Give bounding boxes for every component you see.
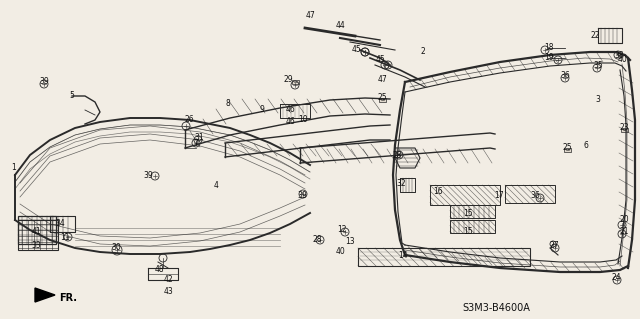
Text: 39: 39 bbox=[39, 77, 49, 85]
Text: 32: 32 bbox=[396, 179, 406, 188]
Text: 33: 33 bbox=[31, 241, 41, 250]
Text: 11: 11 bbox=[60, 233, 70, 241]
Text: 42: 42 bbox=[163, 276, 173, 285]
Text: 31: 31 bbox=[194, 133, 204, 143]
Text: 19: 19 bbox=[544, 54, 554, 63]
Text: FR.: FR. bbox=[59, 293, 77, 303]
Text: 38: 38 bbox=[614, 50, 624, 60]
Text: 21: 21 bbox=[620, 226, 628, 235]
Bar bbox=[450, 220, 495, 233]
Text: 2: 2 bbox=[420, 48, 426, 56]
Text: 15: 15 bbox=[463, 227, 473, 236]
Text: 25: 25 bbox=[562, 144, 572, 152]
Text: 17: 17 bbox=[494, 191, 504, 201]
Text: 39: 39 bbox=[143, 170, 153, 180]
Text: 48: 48 bbox=[154, 265, 164, 275]
Text: 26: 26 bbox=[184, 115, 194, 124]
Text: 29: 29 bbox=[283, 76, 293, 85]
Bar bbox=[291, 80, 298, 84]
Text: 14: 14 bbox=[398, 250, 408, 259]
Text: 24: 24 bbox=[611, 273, 621, 283]
Text: S3M3-B4600A: S3M3-B4600A bbox=[462, 303, 530, 313]
Text: 28: 28 bbox=[312, 235, 322, 244]
Text: 41: 41 bbox=[31, 227, 41, 236]
Text: 6: 6 bbox=[584, 142, 588, 151]
Text: 36: 36 bbox=[560, 70, 570, 79]
Text: 12: 12 bbox=[337, 225, 347, 234]
Text: 47: 47 bbox=[306, 11, 316, 19]
Text: 46: 46 bbox=[285, 106, 295, 115]
Text: 45: 45 bbox=[375, 56, 385, 64]
Text: 35: 35 bbox=[593, 61, 603, 70]
Text: 22: 22 bbox=[590, 31, 600, 40]
Text: 20: 20 bbox=[619, 216, 629, 225]
Bar bbox=[18, 216, 56, 244]
Text: 25: 25 bbox=[377, 93, 387, 102]
Text: 10: 10 bbox=[298, 115, 308, 123]
Text: 4: 4 bbox=[214, 181, 218, 189]
Text: 8: 8 bbox=[226, 99, 230, 108]
Text: 46: 46 bbox=[285, 116, 295, 125]
Text: 36: 36 bbox=[530, 190, 540, 199]
Text: 47: 47 bbox=[377, 76, 387, 85]
Text: 30: 30 bbox=[111, 242, 121, 251]
Text: 44: 44 bbox=[335, 20, 345, 29]
Bar bbox=[430, 185, 500, 205]
Polygon shape bbox=[35, 288, 55, 302]
Text: 40: 40 bbox=[335, 247, 345, 256]
Bar bbox=[621, 128, 627, 132]
Text: 39: 39 bbox=[297, 191, 307, 201]
Text: 34: 34 bbox=[55, 219, 65, 228]
Bar bbox=[563, 148, 570, 152]
Bar bbox=[378, 98, 385, 102]
Text: 40: 40 bbox=[617, 56, 627, 64]
Text: 23: 23 bbox=[619, 123, 629, 132]
Text: 3: 3 bbox=[596, 95, 600, 105]
Bar bbox=[358, 248, 530, 266]
Text: 7: 7 bbox=[193, 138, 198, 147]
Text: 15: 15 bbox=[463, 209, 473, 218]
Bar bbox=[450, 205, 495, 218]
Text: 45: 45 bbox=[351, 46, 361, 55]
Text: 28: 28 bbox=[392, 151, 402, 160]
Bar bbox=[18, 220, 58, 250]
Text: 9: 9 bbox=[260, 106, 264, 115]
Text: 13: 13 bbox=[345, 238, 355, 247]
Text: 16: 16 bbox=[433, 188, 443, 197]
Text: 5: 5 bbox=[70, 91, 74, 100]
Text: 1: 1 bbox=[12, 164, 17, 173]
Text: 27: 27 bbox=[549, 241, 559, 250]
Text: 43: 43 bbox=[163, 286, 173, 295]
Bar bbox=[505, 185, 555, 203]
Text: 18: 18 bbox=[544, 42, 554, 51]
